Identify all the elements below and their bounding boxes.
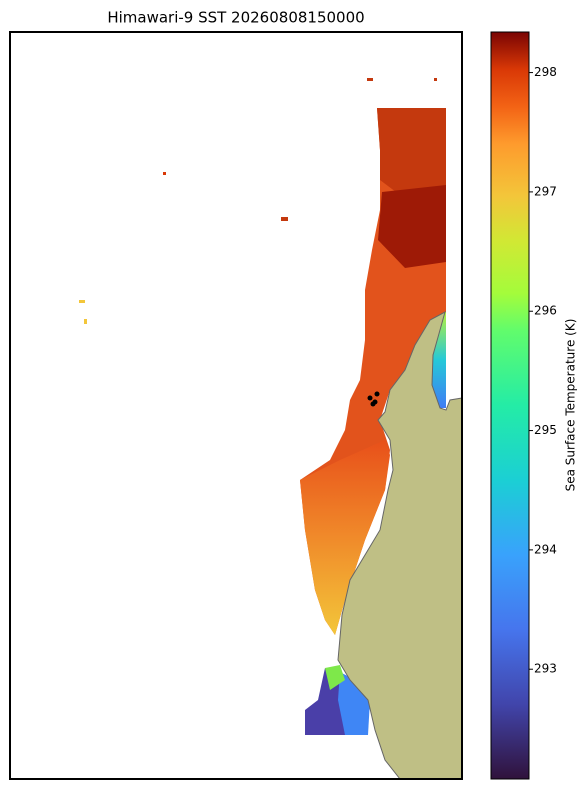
marker	[370, 401, 376, 407]
sst-field	[325, 665, 345, 690]
sst-field	[300, 440, 390, 635]
sst-speck	[434, 78, 437, 81]
colorbar-tick-label: 298	[534, 65, 557, 79]
sst-speck	[367, 78, 373, 81]
colorbar-label: Sea Surface Temperature (K)	[564, 319, 578, 492]
colorbar-tick-label: 293	[534, 662, 557, 676]
sst-speck	[163, 172, 166, 175]
land	[337, 311, 462, 779]
colorbar-tick-label: 297	[534, 184, 557, 198]
map-frame	[9, 31, 463, 780]
map-title: Himawari-9 SST 20260808150000	[107, 9, 364, 27]
colorbar-tick-label: 295	[534, 423, 557, 437]
sst-field	[378, 185, 446, 268]
sst-field	[338, 672, 370, 735]
sst-speck	[79, 300, 85, 303]
sst-field	[305, 668, 350, 735]
colorbar-tick-label: 296	[534, 304, 557, 318]
marker	[374, 391, 380, 397]
colorbar	[490, 31, 530, 780]
sst-field	[377, 108, 446, 195]
sst-speck	[84, 319, 87, 324]
marker	[367, 395, 373, 401]
map	[79, 78, 462, 779]
colorbar-tick-label: 294	[534, 542, 557, 556]
sst-speck	[281, 217, 288, 221]
